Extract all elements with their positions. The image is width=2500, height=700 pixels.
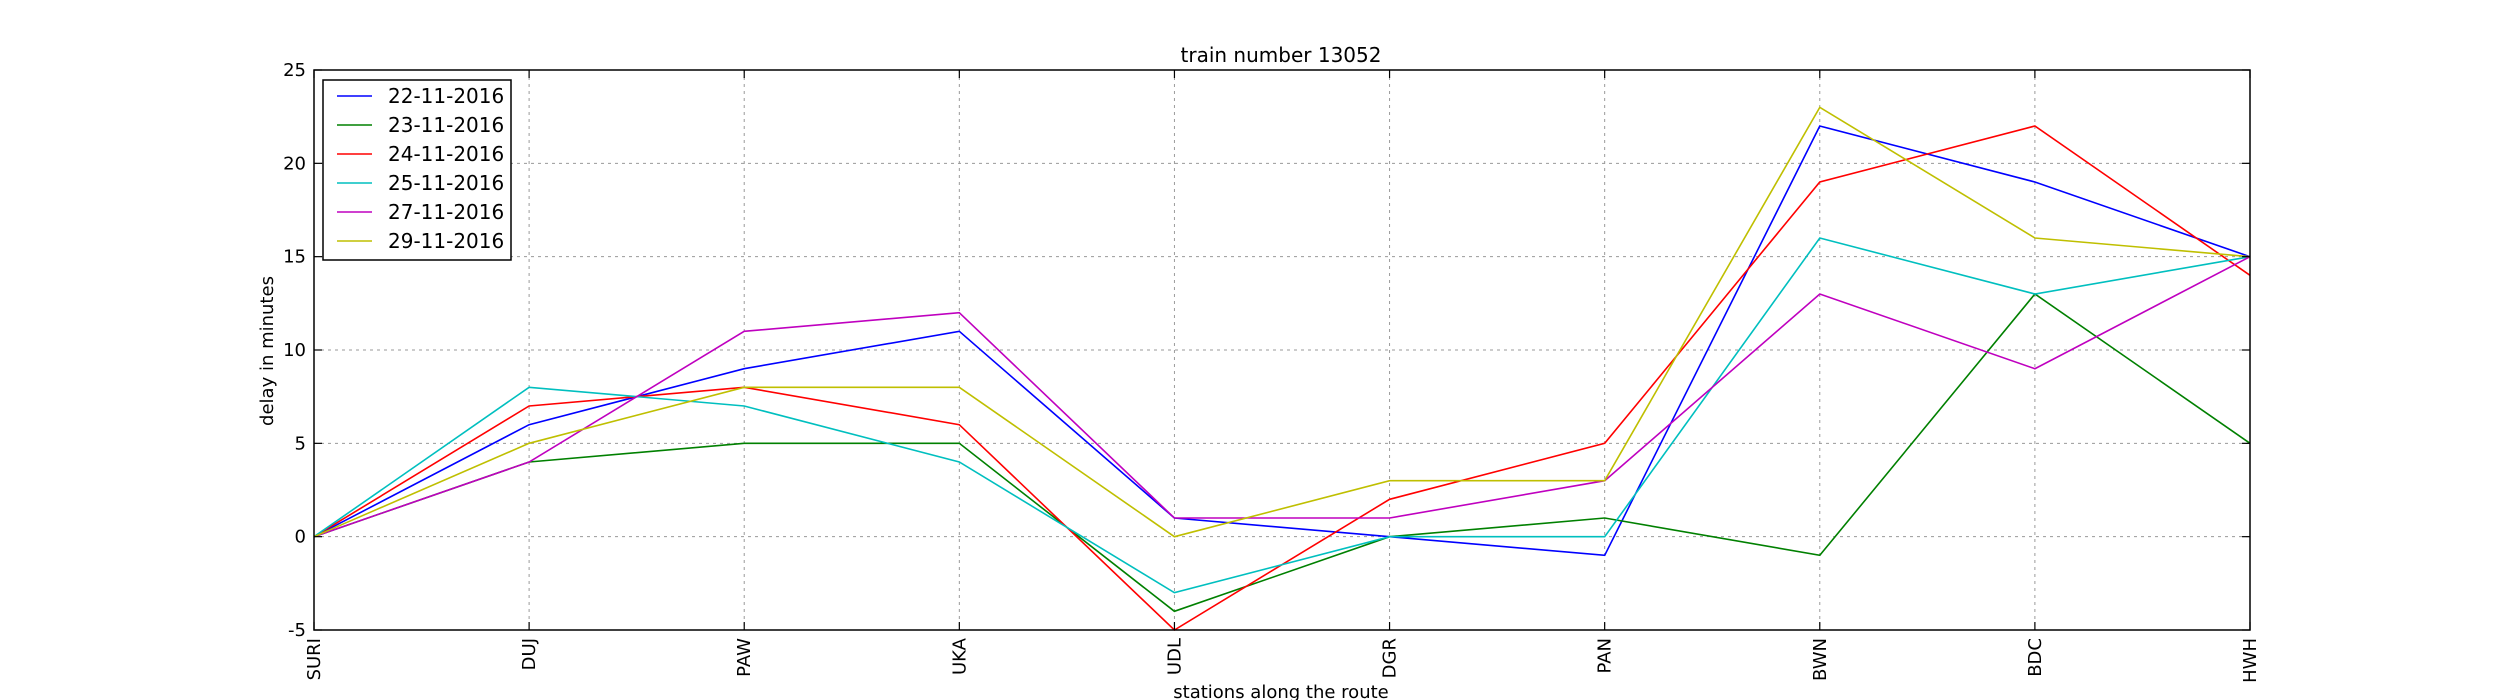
x-tick-label: UKA bbox=[949, 637, 970, 675]
x-tick-label: BDC bbox=[2025, 638, 2046, 677]
legend-label: 27-11-2016 bbox=[388, 200, 504, 224]
series-line-29-11-2016 bbox=[313, 106, 2251, 538]
series-line-22-11-2016 bbox=[313, 125, 2251, 557]
legend-label: 23-11-2016 bbox=[388, 113, 504, 137]
x-tick-label: SURI bbox=[304, 638, 325, 680]
y-tick-label: 25 bbox=[283, 60, 306, 81]
y-tick-label: 5 bbox=[295, 433, 306, 454]
x-axis-label: stations along the route bbox=[1173, 682, 1388, 700]
y-axis-ticks: -5 0 5 10 15 20 25 bbox=[283, 60, 2250, 641]
legend-label: 29-11-2016 bbox=[388, 229, 504, 253]
x-axis-ticks: SURI DUJ PAW UKA UDL DGR PAN BWN BDC HWH bbox=[304, 70, 2261, 683]
legend-box bbox=[322, 79, 512, 261]
x-tick-label: HWH bbox=[2240, 638, 2261, 683]
series-lines bbox=[313, 106, 2251, 632]
series-line-23-11-2016 bbox=[313, 292, 2251, 613]
x-tick-label: BWN bbox=[1810, 638, 1831, 681]
y-tick-label: -5 bbox=[288, 620, 306, 641]
legend-label: 24-11-2016 bbox=[388, 142, 504, 166]
series-line-24-11-2016 bbox=[313, 125, 2251, 632]
series-line-27-11-2016 bbox=[313, 255, 2251, 538]
grid bbox=[314, 70, 2250, 630]
legend: 22-11-2016 23-11-2016 24-11-2016 25-11-2016… bbox=[322, 79, 512, 261]
y-tick-label: 15 bbox=[283, 247, 306, 268]
x-tick-label: PAN bbox=[1595, 638, 1616, 673]
y-tick-label: 10 bbox=[283, 340, 306, 361]
x-tick-label: DUJ bbox=[519, 638, 540, 670]
y-tick-label: 20 bbox=[283, 153, 306, 174]
legend-label: 22-11-2016 bbox=[388, 84, 504, 108]
x-tick-label: DGR bbox=[1380, 638, 1401, 678]
x-tick-label: PAW bbox=[734, 638, 755, 677]
chart-title: train number 13052 bbox=[1181, 43, 1382, 67]
x-tick-label: UDL bbox=[1164, 638, 1185, 675]
y-axis-label: delay in minutes bbox=[257, 276, 278, 426]
y-tick-label: 0 bbox=[295, 527, 306, 548]
legend-label: 25-11-2016 bbox=[388, 171, 504, 195]
